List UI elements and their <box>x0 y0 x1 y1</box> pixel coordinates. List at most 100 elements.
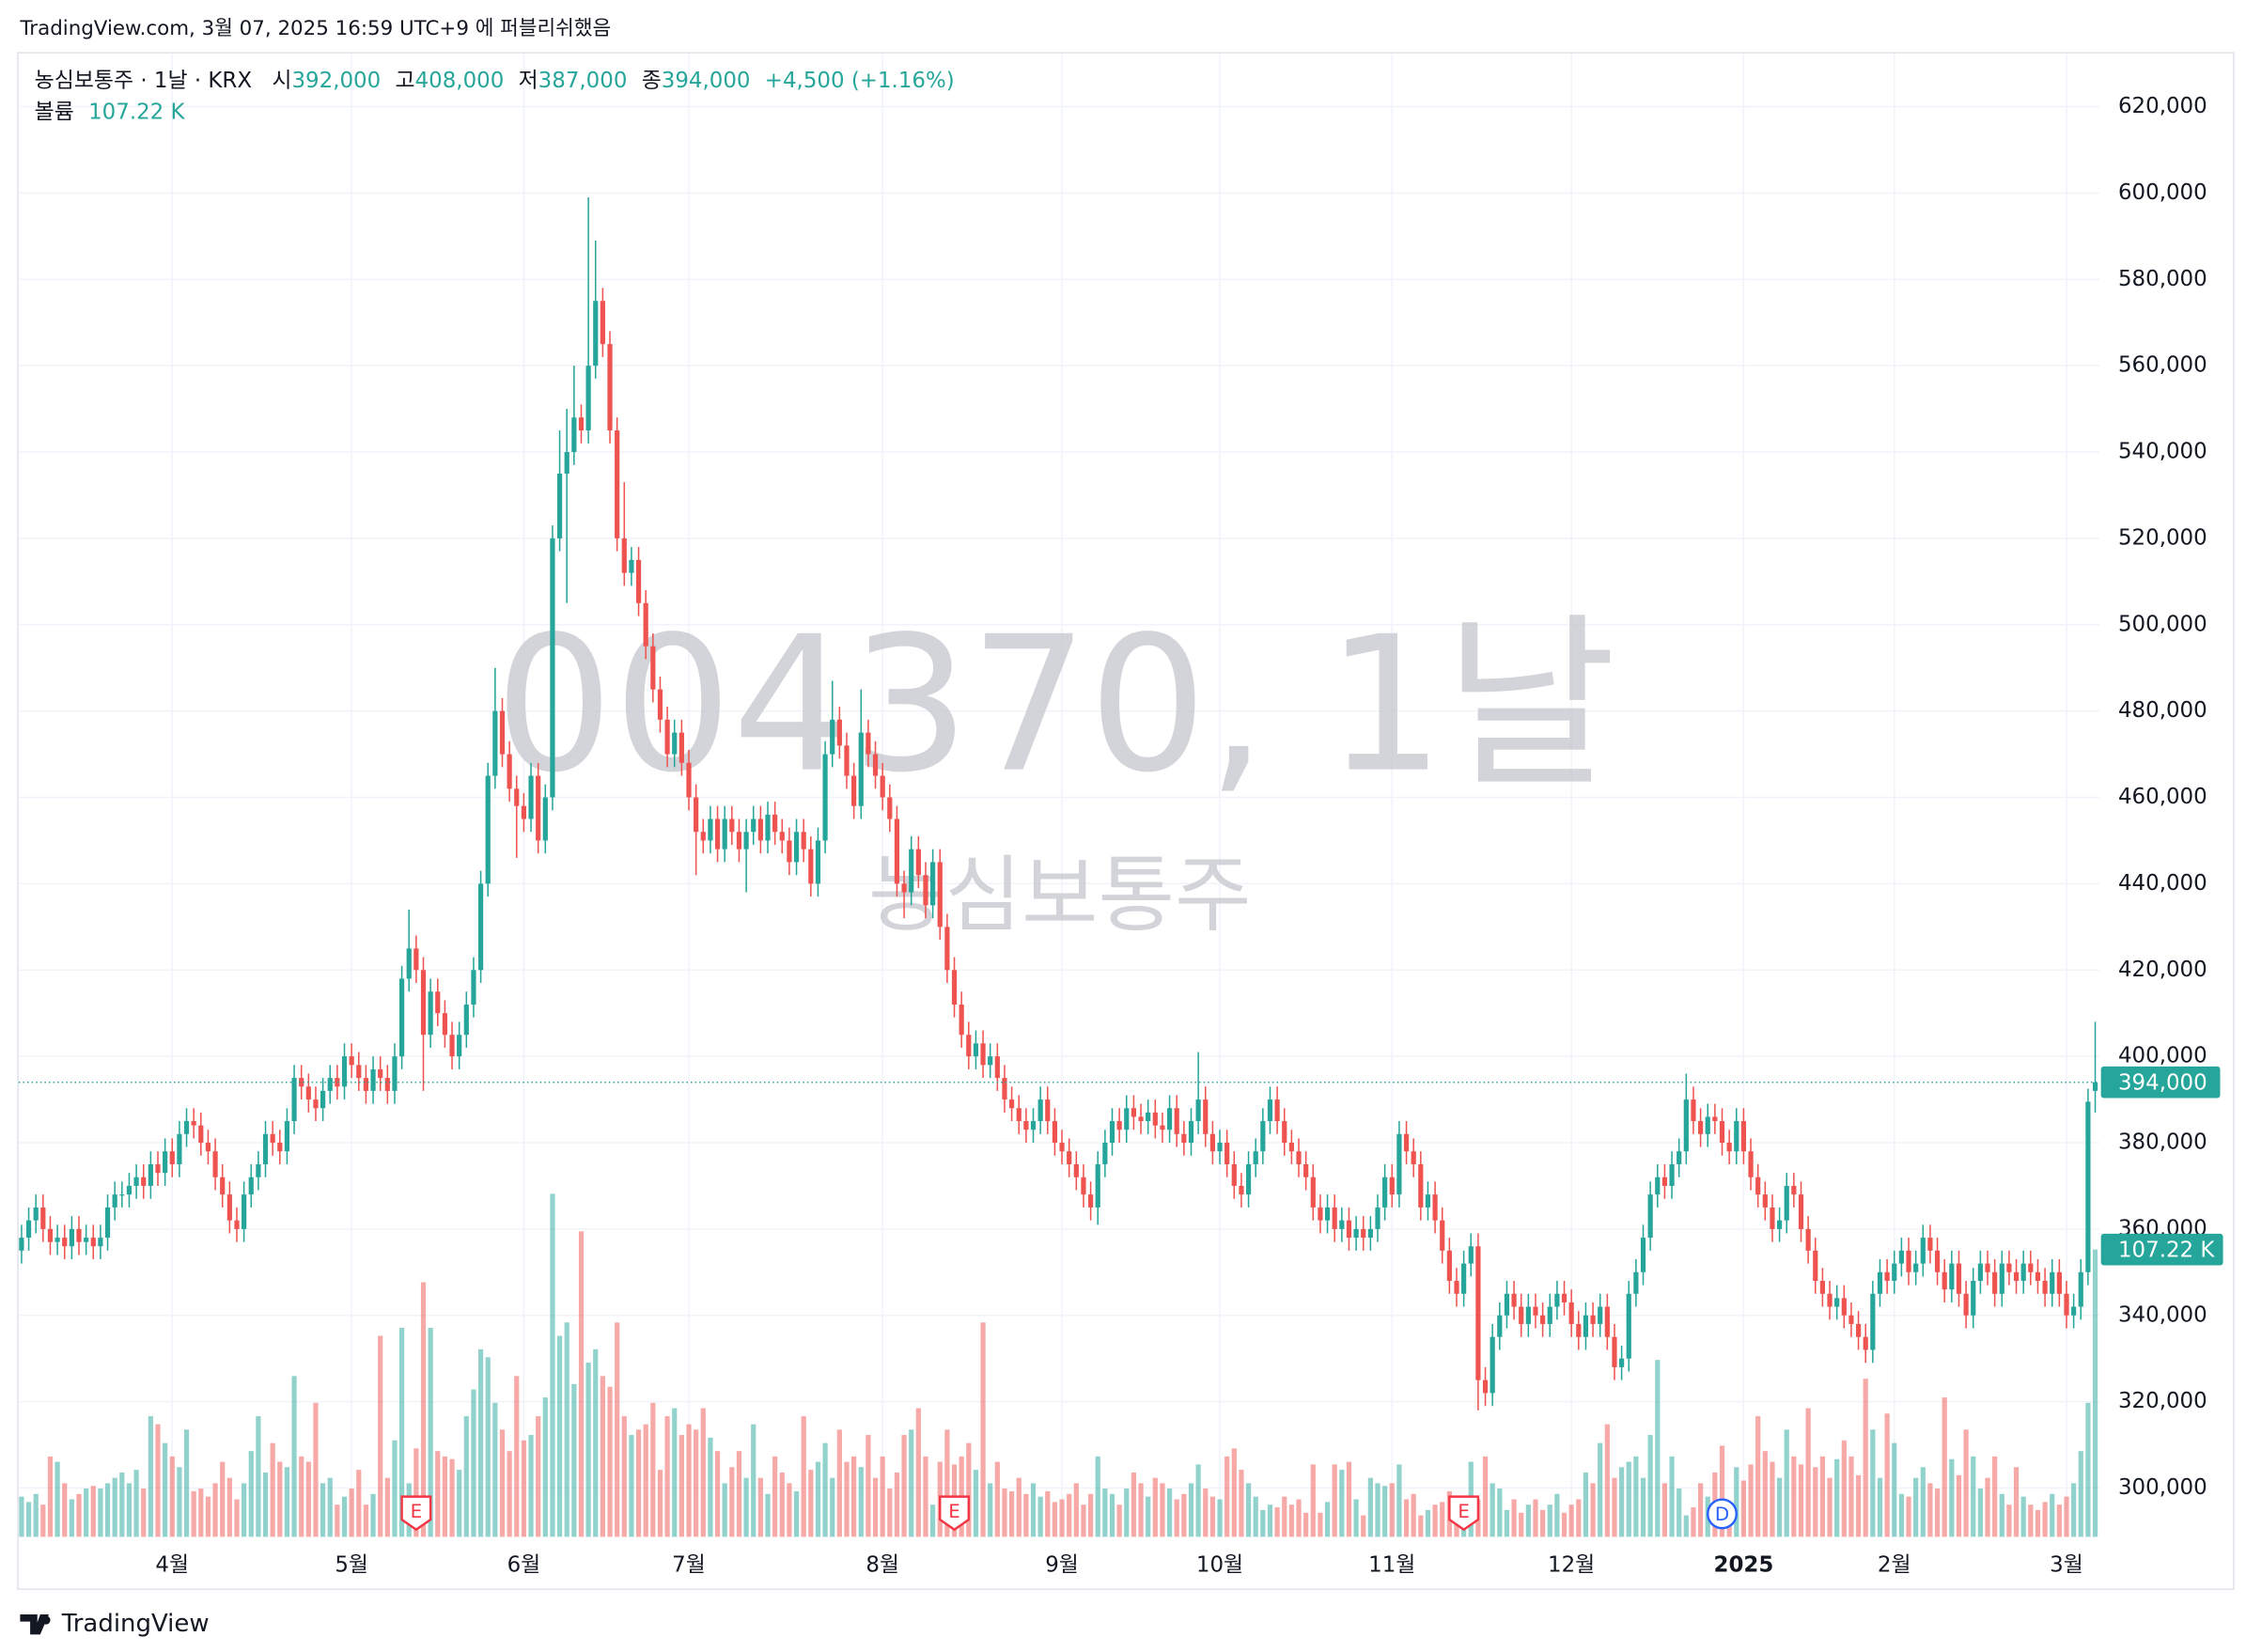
volume-bar <box>779 1472 785 1537</box>
volume-bar <box>2092 1249 2098 1537</box>
volume-bar <box>1418 1515 1424 1537</box>
volume-bar <box>923 1456 928 1537</box>
volume-bar <box>772 1456 778 1537</box>
candle-body <box>299 1078 304 1087</box>
volume-bar <box>356 1470 362 1537</box>
candle-body <box>1977 1263 1983 1282</box>
volume-bar <box>787 1483 792 1537</box>
candle-body <box>844 745 850 776</box>
volume-bar <box>1116 1504 1122 1537</box>
candle-body <box>564 452 569 474</box>
candle-body <box>1461 1263 1467 1294</box>
candle-body <box>1446 1250 1452 1282</box>
volume-bar <box>615 1322 620 1537</box>
earnings-marker <box>400 1495 432 1532</box>
candle-body <box>1827 1293 1833 1307</box>
volume-bar <box>1324 1502 1331 1537</box>
volume-bar <box>915 1408 921 1537</box>
volume-bar <box>183 1429 190 1537</box>
volume-bar <box>844 1461 850 1537</box>
volume-bar <box>1037 1496 1043 1537</box>
candle-body <box>1655 1177 1661 1195</box>
volume-bar <box>514 1376 520 1537</box>
candle-body <box>793 832 800 863</box>
volume-bar <box>435 1451 441 1537</box>
candle-body <box>1971 1281 1976 1316</box>
volume-bar <box>1576 1499 1582 1537</box>
candle-body <box>1303 1163 1309 1177</box>
candle-body <box>1855 1323 1862 1337</box>
volume-bar <box>1647 1435 1653 1537</box>
volume-bar <box>1432 1504 1438 1537</box>
candle-body <box>1612 1336 1617 1367</box>
candle-body <box>787 840 792 863</box>
watermark-symbol: 004370, 1날 <box>494 597 1616 814</box>
candle-body <box>1504 1293 1510 1316</box>
volume-bar <box>1619 1467 1625 1537</box>
candle-body <box>851 775 857 806</box>
candle-body <box>994 1056 1000 1079</box>
published-note: TradingView.com, 3월 07, 2025 16:59 UTC+9… <box>19 17 611 40</box>
legend-value: 408,000 <box>415 68 505 92</box>
volume-name: 볼륨 <box>35 100 74 124</box>
candle-body <box>1181 1133 1187 1144</box>
x-tick-label: 2025 <box>1714 1552 1774 1577</box>
volume-bar <box>262 1472 269 1537</box>
volume-bar <box>966 1442 972 1537</box>
volume-bar <box>1009 1490 1015 1537</box>
candle-body <box>1698 1121 1704 1134</box>
candle-body <box>378 1068 383 1079</box>
candle-body <box>507 754 512 789</box>
volume-bar <box>901 1435 907 1537</box>
candle-body <box>678 732 684 763</box>
volume-bar <box>643 1424 648 1537</box>
candle-body <box>1633 1271 1639 1294</box>
volume-bar <box>1640 1477 1646 1537</box>
candle-body <box>1619 1358 1625 1367</box>
volume-bar <box>413 1448 419 1537</box>
candle-body <box>1454 1281 1459 1294</box>
volume-bar <box>1081 1504 1086 1537</box>
candle-body <box>2078 1271 2083 1307</box>
volume-bar <box>564 1322 569 1537</box>
candle-body <box>694 797 699 833</box>
candle-body <box>1030 1121 1037 1130</box>
volume-bar <box>1977 1488 1983 1537</box>
volume-bar <box>600 1376 605 1537</box>
volume-bar <box>1855 1474 1862 1537</box>
candle-body <box>1396 1133 1402 1195</box>
candle-body <box>119 1194 125 1196</box>
x-tick-label: 8월 <box>866 1552 899 1577</box>
volume-bar <box>2071 1483 2077 1537</box>
candle-body <box>205 1143 211 1152</box>
candle-body <box>69 1228 74 1247</box>
candle-body <box>1691 1099 1696 1122</box>
candle-body <box>320 1090 326 1109</box>
candle-body <box>988 1056 993 1066</box>
volume-bar <box>305 1461 311 1537</box>
volume-bar <box>378 1335 383 1537</box>
candle-body <box>1209 1133 1215 1152</box>
volume-bar <box>33 1493 39 1537</box>
candle-body <box>600 301 605 345</box>
volume-bar <box>909 1429 914 1537</box>
volume-bar <box>1798 1464 1804 1537</box>
candle-body <box>2013 1271 2020 1282</box>
volume-bar <box>1296 1499 1302 1537</box>
y-tick-label: 620,000 <box>2118 94 2207 118</box>
volume-bar <box>1195 1464 1201 1537</box>
candle-body <box>313 1099 319 1109</box>
volume-bar <box>112 1477 117 1537</box>
candle-body <box>1146 1112 1151 1122</box>
candle-body <box>1963 1293 1969 1316</box>
volume-bar <box>1288 1504 1294 1537</box>
candle-body <box>148 1163 153 1186</box>
volume-bar <box>1834 1458 1840 1537</box>
volume-bar <box>988 1483 993 1537</box>
candle-body <box>1361 1228 1366 1239</box>
volume-bar <box>808 1470 814 1537</box>
candle-body <box>62 1238 68 1247</box>
volume-bar <box>1598 1442 1603 1537</box>
volume-bar <box>1884 1413 1890 1537</box>
candle-body <box>672 732 678 755</box>
